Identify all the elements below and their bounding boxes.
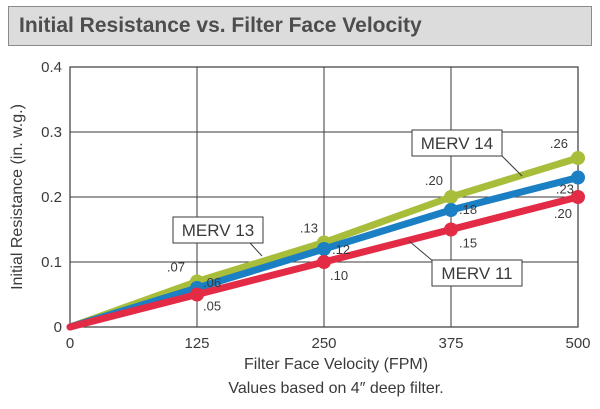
legend-label-merv13: MERV 13 xyxy=(182,221,254,240)
data-label-merv14: .07 xyxy=(167,260,185,275)
data-label-merv14: .26 xyxy=(550,136,568,151)
callout-leader-merv14 xyxy=(501,155,523,177)
y-tick-label: 0.1 xyxy=(41,254,62,271)
data-label-merv13: .23 xyxy=(556,182,574,197)
callout-leader-merv13 xyxy=(249,242,263,257)
data-point-merv11 xyxy=(190,287,204,302)
x-tick-label: 375 xyxy=(438,335,463,352)
x-tick-label: 125 xyxy=(184,335,209,352)
data-label-merv13: .18 xyxy=(459,202,477,217)
series-group: .07 .13 .20 .26 .06 .12 .18 .23 .05 .10 .15 .20 xyxy=(66,136,585,331)
x-tick-label: 500 xyxy=(565,335,590,352)
y-tick-label: 0 xyxy=(54,319,62,336)
callout-box-merv13 xyxy=(172,216,264,244)
data-label-merv14: .20 xyxy=(425,173,443,188)
x-axis-label: Filter Face Velocity (FPM) xyxy=(244,356,428,373)
data-label-merv11: .15 xyxy=(459,236,477,251)
data-label-merv11: .05 xyxy=(203,299,221,314)
legend-label-merv14: MERV 14 xyxy=(421,134,493,153)
data-label-merv11: .20 xyxy=(554,206,572,221)
y-tick-label: 0.2 xyxy=(41,189,62,206)
y-tick-label: 0.3 xyxy=(41,124,62,141)
data-label-merv14: .13 xyxy=(300,221,318,236)
footnote: Values based on 4″ deep filter. xyxy=(228,380,443,397)
data-point-merv14 xyxy=(444,190,458,204)
y-axis-label: Initial Resistance (in. w.g.) xyxy=(9,104,26,290)
x-tick-label: 0 xyxy=(66,335,74,352)
data-point-merv14 xyxy=(571,151,585,165)
callout-leader-merv11 xyxy=(408,240,435,263)
callouts: MERV 14 MERV 13 MERV 11 xyxy=(172,129,523,287)
data-label-merv11: .10 xyxy=(330,268,348,283)
chart-title-bar: Initial Resistance vs. Filter Face Veloc… xyxy=(8,6,592,46)
callout-box-merv11 xyxy=(431,259,523,287)
data-label-merv13: .12 xyxy=(332,242,350,257)
data-point-merv13 xyxy=(571,170,585,185)
callout-box-merv14 xyxy=(411,129,503,157)
y-tick-label: 0.4 xyxy=(41,59,62,76)
tick-labels: 0 125 250 375 500 0 0.1 0.2 0.3 0.4 xyxy=(41,59,590,352)
data-point-merv13 xyxy=(444,203,458,217)
x-tick-label: 250 xyxy=(311,335,336,352)
data-point-merv11 xyxy=(317,255,331,269)
legend-label-merv11: MERV 11 xyxy=(441,264,512,283)
data-point-merv11 xyxy=(571,190,585,204)
data-point-merv13 xyxy=(317,242,331,256)
data-label-merv13: .06 xyxy=(203,275,221,290)
data-point-merv11 xyxy=(444,222,458,237)
chart-title: Initial Resistance vs. Filter Face Veloc… xyxy=(19,14,422,37)
